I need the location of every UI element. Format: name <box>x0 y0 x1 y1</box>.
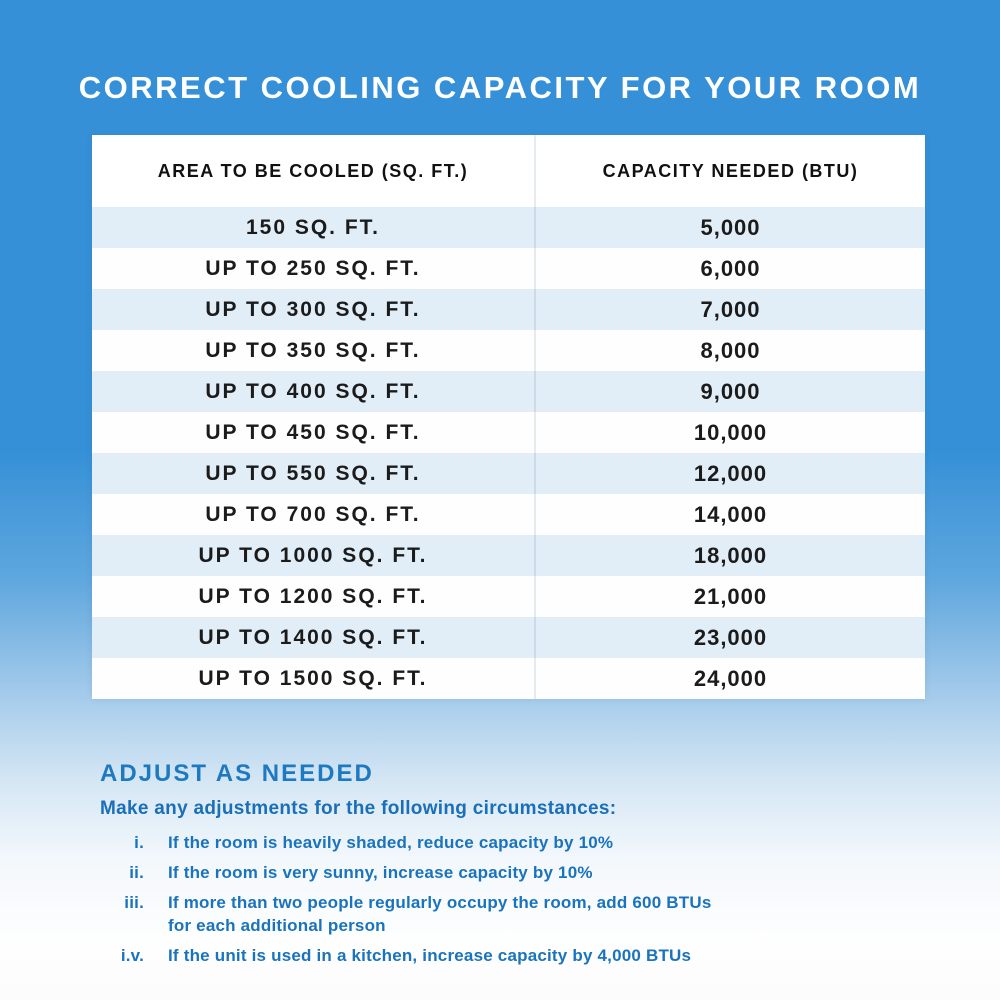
table-row: 150 SQ. FT. 5,000 <box>92 207 925 248</box>
area-cell: UP TO 1500 SQ. FT. <box>198 666 428 690</box>
capacity-cell: 8,000 <box>534 330 925 371</box>
table-row: UP TO 450 SQ. FT. 10,000 <box>92 412 925 453</box>
capacity-cell: 7,000 <box>534 289 925 330</box>
capacity-cell: 18,000 <box>534 535 925 576</box>
adjustment-notes-section: ADJUST AS NEEDED Make any adjustments fo… <box>100 760 900 975</box>
capacity-cell: 14,000 <box>534 494 925 535</box>
note-text: If the unit is used in a kitchen, increa… <box>168 945 692 965</box>
cooling-capacity-table: AREA TO BE COOLED (SQ. FT.) CAPACITY NEE… <box>92 135 925 699</box>
column-header-capacity: CAPACITY NEEDED (BTU) <box>534 135 925 207</box>
table-row: UP TO 400 SQ. FT. 9,000 <box>92 371 925 412</box>
adjustment-notes-list: i. If the room is heavily shaded, reduce … <box>100 832 900 968</box>
table-row: UP TO 1400 SQ. FT. 23,000 <box>92 617 925 658</box>
table-row: UP TO 700 SQ. FT. 14,000 <box>92 494 925 535</box>
table-row: UP TO 250 SQ. FT. 6,000 <box>92 248 925 289</box>
area-cell: UP TO 700 SQ. FT. <box>205 502 421 526</box>
capacity-cell: 24,000 <box>534 658 925 699</box>
page-title: CORRECT COOLING CAPACITY FOR YOUR ROOM <box>78 70 922 105</box>
note-item: ii. If the room is very sunny, increase c… <box>100 862 900 885</box>
note-text: If the room is very sunny, increase capa… <box>168 862 593 882</box>
notes-heading: ADJUST AS NEEDED <box>100 760 374 787</box>
area-cell: UP TO 1000 SQ. FT. <box>198 543 428 567</box>
capacity-cell: 6,000 <box>534 248 925 289</box>
area-cell: UP TO 1400 SQ. FT. <box>198 625 428 649</box>
area-cell: UP TO 350 SQ. FT. <box>205 338 421 362</box>
capacity-cell: 9,000 <box>534 371 925 412</box>
note-number: i.v. <box>120 945 144 965</box>
note-item: i. If the room is heavily shaded, reduce … <box>100 832 900 855</box>
note-item: i.v. If the unit is used in a kitchen, in… <box>100 945 900 968</box>
capacity-cell: 12,000 <box>534 453 925 494</box>
capacity-table-body: 150 SQ. FT. 5,000 UP TO 250 SQ. FT. 6,000 UP… <box>92 207 925 699</box>
table-row: UP TO 1500 SQ. FT. 24,000 <box>92 658 925 699</box>
area-cell: 150 SQ. FT. <box>245 215 381 239</box>
table-row: UP TO 1200 SQ. FT. 21,000 <box>92 576 925 617</box>
note-item: iii. If more than two people regularly oc… <box>100 892 900 938</box>
notes-subheading: Make any adjustments for the following c… <box>100 798 617 819</box>
note-number: iii. <box>124 892 144 912</box>
table-row: UP TO 1000 SQ. FT. 18,000 <box>92 535 925 576</box>
table-header: AREA TO BE COOLED (SQ. FT.) CAPACITY NEE… <box>92 135 925 207</box>
capacity-cell: 5,000 <box>534 207 925 248</box>
table-row: UP TO 550 SQ. FT. 12,000 <box>92 453 925 494</box>
area-cell: UP TO 300 SQ. FT. <box>205 297 421 321</box>
note-number: i. <box>134 833 144 852</box>
table-row: UP TO 300 SQ. FT. 7,000 <box>92 289 925 330</box>
note-number: ii. <box>129 862 144 882</box>
capacity-cell: 23,000 <box>534 617 925 658</box>
area-cell: UP TO 550 SQ. FT. <box>205 461 421 485</box>
note-text: If the room is heavily shaded, reduce ca… <box>168 833 614 852</box>
note-text: If more than two people regularly occupy… <box>168 892 712 935</box>
table-row: UP TO 350 SQ. FT. 8,000 <box>92 330 925 371</box>
area-cell: UP TO 400 SQ. FT. <box>205 379 421 403</box>
area-cell: UP TO 250 SQ. FT. <box>205 256 421 280</box>
area-cell: UP TO 450 SQ. FT. <box>205 420 421 444</box>
column-header-area: AREA TO BE COOLED (SQ. FT.) <box>92 135 535 207</box>
capacity-cell: 21,000 <box>534 576 925 617</box>
area-cell: UP TO 1200 SQ. FT. <box>198 584 428 608</box>
capacity-cell: 10,000 <box>534 412 925 453</box>
